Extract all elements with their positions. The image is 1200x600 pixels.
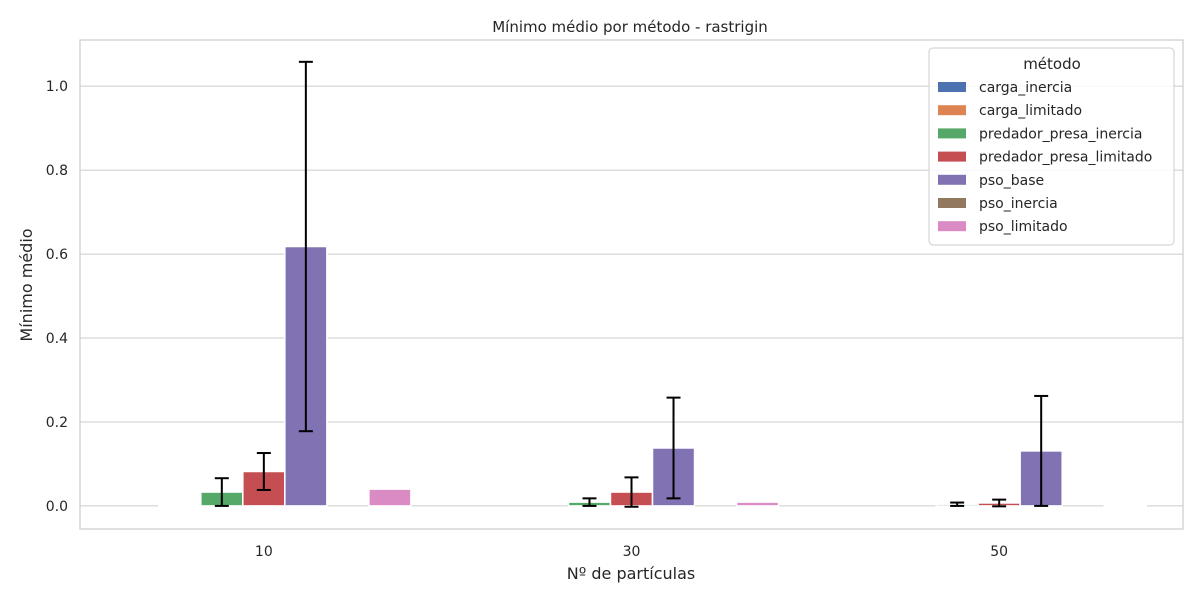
legend-label: pso_limitado (979, 219, 1068, 235)
legend-item-carga_limitado: carga_limitado (938, 103, 1082, 119)
y-tick-label: 0.6 (46, 247, 68, 263)
legend-label: carga_inercia (979, 80, 1072, 96)
x-axis-label: Nº de partículas (567, 564, 695, 583)
x-tick-label: 30 (623, 544, 641, 560)
legend-label: pso_base (979, 173, 1044, 189)
legend-item-pso_inercia: pso_inercia (938, 196, 1058, 212)
legend-swatch (938, 221, 966, 232)
bar-pso_limitado (1103, 504, 1147, 507)
legend-title: método (1023, 55, 1081, 73)
y-tick-label: 0.4 (46, 331, 68, 347)
y-axis-label: Mínimo médio (17, 228, 36, 341)
error-bar-pso_base (1034, 394, 1049, 507)
error-bar-predador_presa_inercia (950, 501, 965, 507)
plot-frame (79, 39, 1184, 530)
legend-label: predador_presa_inercia (979, 126, 1142, 142)
error-bars (214, 60, 1049, 508)
error-bar-predador_presa_limitado (256, 452, 271, 491)
bar-pso_limitado (368, 488, 412, 507)
legend-item-predador_presa_inercia: predador_presa_inercia (938, 126, 1142, 142)
y-axis-ticks: 0.0 0.2 0.4 0.6 0.8 1.0 (46, 79, 68, 515)
error-bar-predador_presa_inercia (214, 477, 229, 507)
legend-item-predador_presa_limitado: predador_presa_limitado (938, 150, 1152, 166)
error-bar-predador_presa_inercia (582, 497, 597, 507)
legend-swatch (938, 174, 966, 185)
error-bar-predador_presa_limitado (624, 476, 639, 508)
y-tick-label: 0.2 (46, 415, 68, 431)
legend-swatch (938, 105, 966, 116)
x-axis-ticks: 10 30 50 (255, 544, 1008, 560)
y-tick-label: 0.0 (46, 499, 68, 515)
legend-swatch (938, 151, 966, 162)
legend-label: predador_presa_limitado (979, 150, 1152, 166)
x-tick-label: 10 (255, 544, 273, 560)
legend-item-pso_base: pso_base (938, 173, 1044, 189)
error-bar-pso_base (666, 396, 681, 500)
y-tick-label: 1.0 (46, 79, 68, 95)
y-tick-label: 0.8 (46, 163, 68, 179)
error-bar-predador_presa_limitado (992, 498, 1007, 508)
x-tick-label: 50 (990, 544, 1008, 560)
bar-pso_limitado (735, 501, 780, 507)
legend: método carga_inercia carga_limitadopredad… (928, 47, 1175, 246)
error-bar-pso_base (298, 60, 313, 433)
chart-title: Mínimo médio por método - rastrigin (492, 18, 768, 36)
legend-box (928, 47, 1175, 246)
legend-swatch (938, 198, 966, 208)
legend-swatch (938, 82, 966, 92)
legend-label: pso_inercia (979, 196, 1058, 212)
legend-swatch (938, 128, 966, 139)
legend-label: carga_limitado (979, 103, 1082, 119)
legend-item-pso_limitado: pso_limitado (938, 219, 1068, 235)
bars (158, 245, 1147, 507)
legend-item-carga_inercia: carga_inercia (938, 80, 1072, 96)
